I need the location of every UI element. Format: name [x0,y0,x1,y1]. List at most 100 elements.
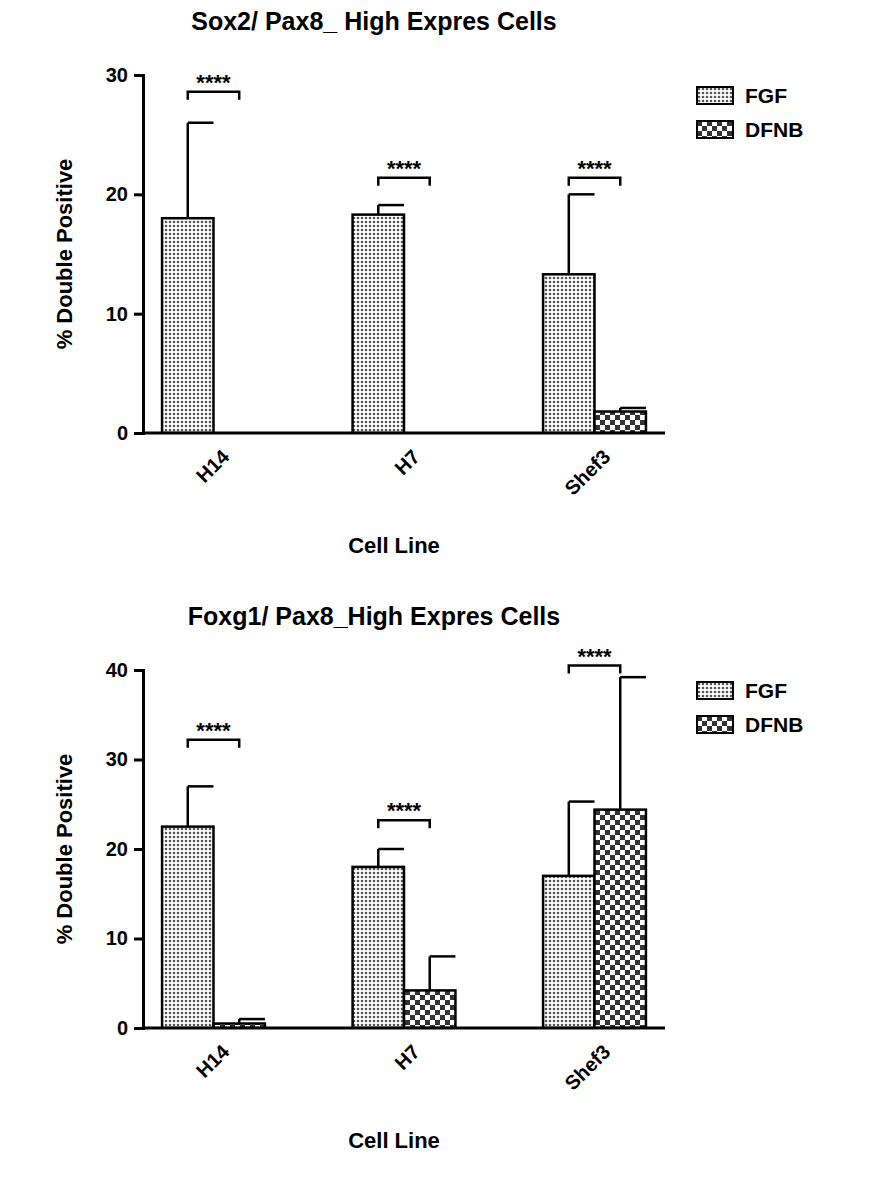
y-tick-label: 0 [117,422,128,444]
y-tick-mark [134,759,143,762]
error-bar [188,786,214,826]
y-axis: 0102030 [106,64,144,444]
error-cap [378,848,404,851]
chart-title: Foxg1/ Pax8_High Expres Cells [188,602,560,630]
x-tick: H14 [192,1028,234,1082]
y-tick-mark [134,193,143,196]
x-axis: H14 H7 Shef3 [143,1028,665,1094]
chart: Foxg1/ Pax8_High Expres Cells 0 10 20 30 40 H1… [52,602,803,1153]
annotations: **** **** **** [188,644,620,829]
y-tick-label: 20 [106,183,128,205]
y-tick-label: 10 [106,927,128,949]
error-bar [569,802,595,876]
y-tick-mark [134,669,143,672]
y-tick-label: 40 [106,659,128,681]
y-axis-title: % Double Positive [52,754,77,945]
y-tick: 40 [106,659,143,681]
error-cap [188,785,214,788]
error-cap [620,676,646,679]
x-tick: H14 [192,433,234,487]
bar [404,990,455,1028]
x-tick: Shef3 [560,433,614,499]
y-tick-label: 30 [106,748,128,770]
error-bar [569,194,595,274]
y-tick-mark [134,313,143,316]
error-line [619,677,622,809]
plot-area [162,123,646,433]
error-bar [430,956,456,990]
x-axis: H14 H7 Shef3 [143,433,665,499]
error-bar [378,849,404,867]
significance-label: **** [387,156,422,181]
legend-item: FGF [697,84,787,107]
legend-label: FGF [745,679,787,702]
y-tick-mark [134,938,143,941]
significance-label: **** [387,798,422,823]
legend-swatch [697,716,733,733]
y-tick: 0 [117,1017,143,1039]
x-tick-label: H14 [192,1040,234,1082]
error-cap [188,121,214,124]
y-tick: 10 [106,303,143,325]
y-tick: 20 [106,183,143,205]
error-cap [620,407,646,410]
legend-label: DFNB [745,713,803,736]
significance-label: **** [577,156,612,181]
significance-label: **** [577,644,612,669]
error-bar [378,205,404,215]
chart: Sox2/ Pax8_ High Expres Cells0102030H14H… [52,7,803,558]
error-cap [569,800,595,803]
y-tick-label: 0 [117,1017,128,1039]
y-axis-line [134,76,144,434]
plot-area [162,677,646,1028]
x-axis-title: Cell Line [348,533,440,558]
x-tick: H7 [390,433,424,479]
error-cap [430,955,456,958]
x-axis-line [143,432,665,435]
legend-item: FGF [697,679,787,702]
legend-item: DFNB [697,713,803,736]
bar [543,876,594,1028]
x-axis-line [143,1027,665,1030]
y-tick: 0 [117,422,143,444]
y-axis: 0 10 20 30 40 [106,659,144,1039]
bar [595,810,646,1028]
error-bar [620,408,646,412]
bar [162,218,213,433]
y-axis-title: % Double Positive [52,159,77,350]
bar [162,827,213,1028]
legend-item: DFNB [697,118,803,141]
annotations: ************ [188,70,620,186]
x-tick-label: H7 [390,1040,424,1074]
error-line [377,849,380,867]
y-axis-line [134,671,144,1029]
y-tick-label: 10 [106,303,128,325]
x-axis-title: Cell Line [348,1128,440,1153]
x-tick-label: Shef3 [560,445,614,499]
error-bar [620,677,646,809]
legend-swatch [697,87,733,104]
figure: Sox2/ Pax8_ High Expres Cells0102030H14H… [0,0,877,1181]
y-tick-mark [134,432,143,435]
x-tick-label: H14 [192,445,234,487]
error-line [568,802,571,876]
error-line [187,786,190,826]
error-cap [569,193,595,196]
error-bar [188,123,214,218]
y-tick: 10 [106,927,143,949]
legend-swatch [697,121,733,138]
x-tick: Shef3 [560,1028,614,1094]
error-cap [239,1018,265,1021]
significance-label: **** [196,718,231,743]
legend-label: DFNB [745,118,803,141]
bar [543,274,594,433]
y-tick-label: 20 [106,838,128,860]
legend: FGF DFNB [697,84,803,141]
y-tick: 20 [106,838,143,860]
error-line [568,194,571,274]
y-tick-mark [134,1027,143,1030]
x-tick-label: H7 [390,445,424,479]
bar [353,215,404,433]
error-bar [239,1019,265,1023]
legend-swatch [697,682,733,699]
